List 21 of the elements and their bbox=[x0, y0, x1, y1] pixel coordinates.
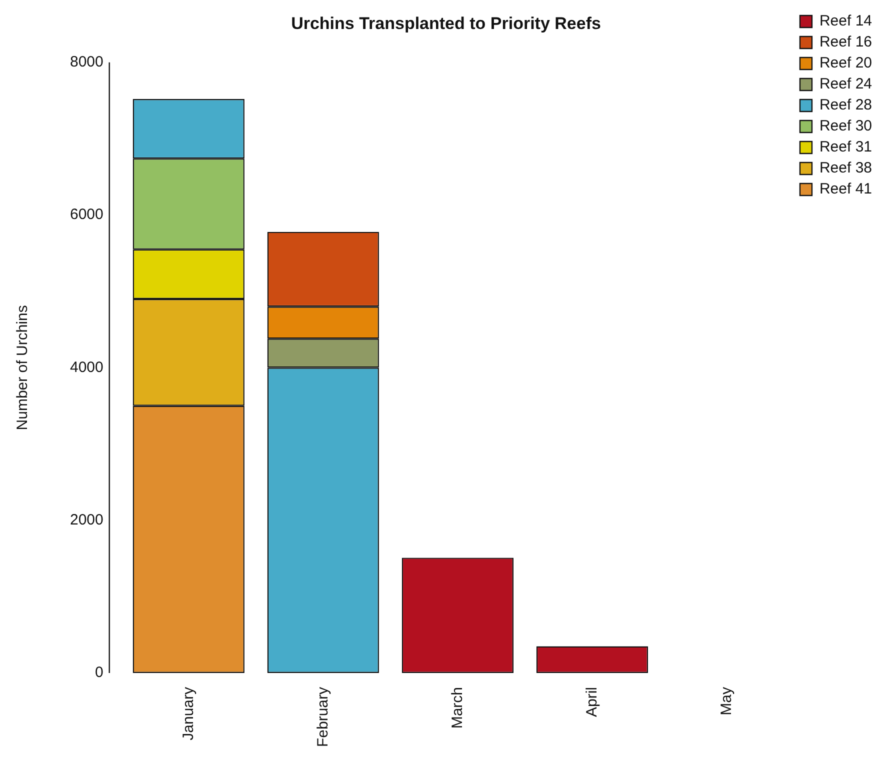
chart-title: Urchins Transplanted to Priority Reefs bbox=[291, 14, 601, 33]
legend-label: Reef 28 bbox=[819, 96, 872, 114]
x-tick-label: March bbox=[448, 686, 466, 729]
legend-label: Reef 16 bbox=[819, 34, 872, 51]
x-tick-label: May bbox=[718, 686, 735, 716]
legend-label: Reef 30 bbox=[819, 118, 872, 135]
y-tick-label: 8000 bbox=[70, 54, 104, 71]
y-tick-label: 4000 bbox=[70, 358, 104, 376]
x-tick-label: April bbox=[583, 686, 600, 717]
y-tick-label: 2000 bbox=[70, 511, 104, 528]
legend-label: Reef 31 bbox=[819, 138, 872, 156]
y-tick-label: 0 bbox=[95, 664, 104, 682]
legend-label: Reef 38 bbox=[819, 160, 872, 177]
legend-label: Reef 41 bbox=[819, 180, 872, 198]
y-axis-title: Number of Urchins bbox=[14, 305, 32, 430]
legend-label: Reef 24 bbox=[819, 76, 872, 93]
legend-label: Reef 14 bbox=[819, 12, 872, 30]
x-tick-label: January bbox=[180, 686, 197, 740]
legend-label: Reef 20 bbox=[819, 54, 872, 72]
x-tick-label: February bbox=[314, 686, 332, 748]
y-tick-label: 6000 bbox=[70, 206, 104, 224]
